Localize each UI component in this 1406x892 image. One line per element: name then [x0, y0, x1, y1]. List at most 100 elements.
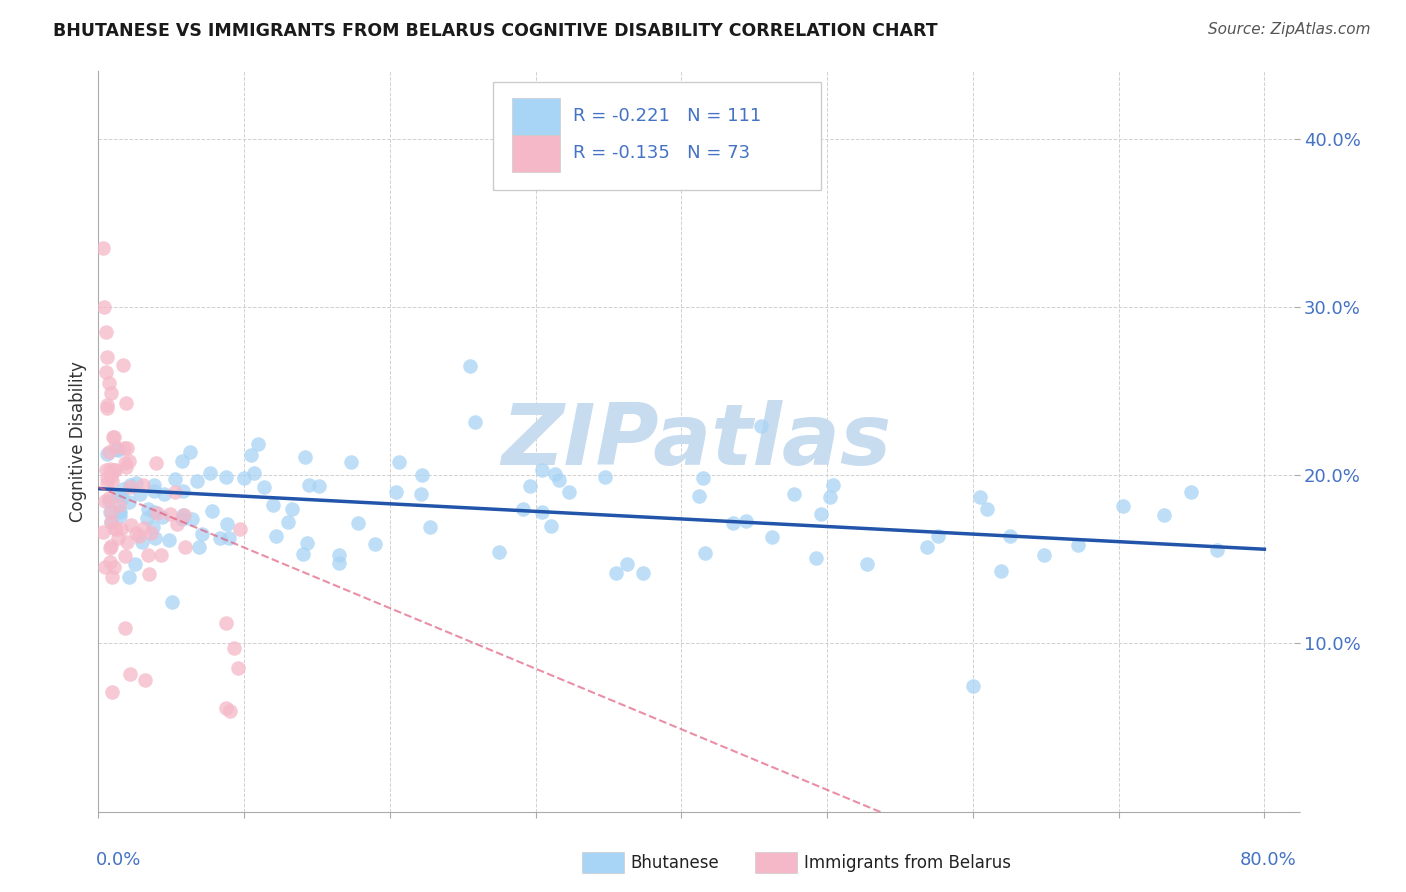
Point	[915, 540, 938, 554]
Point	[969, 491, 991, 505]
Point	[170, 454, 193, 468]
Point	[142, 483, 165, 498]
Point	[100, 468, 122, 483]
Y-axis label: Cognitive Disability: Cognitive Disability	[69, 361, 87, 522]
Point	[222, 641, 245, 656]
Point	[108, 504, 131, 518]
Point	[721, 516, 744, 530]
Point	[544, 467, 567, 481]
FancyBboxPatch shape	[494, 82, 821, 190]
Text: ZIPatlas: ZIPatlas	[501, 400, 891, 483]
Point	[215, 701, 238, 715]
Point	[998, 529, 1021, 543]
Point	[547, 474, 569, 488]
Point	[1111, 499, 1133, 513]
Point	[114, 549, 136, 564]
Point	[146, 506, 169, 520]
Point	[990, 564, 1012, 578]
Point	[115, 535, 138, 549]
Point	[246, 436, 269, 450]
Point	[340, 454, 363, 468]
Text: R = -0.135   N = 73: R = -0.135 N = 73	[572, 144, 749, 161]
Point	[186, 475, 208, 489]
Point	[91, 525, 114, 540]
Point	[114, 396, 136, 410]
Point	[96, 475, 118, 490]
Point	[118, 454, 141, 468]
Point	[98, 541, 121, 556]
Point	[1206, 543, 1229, 558]
Point	[134, 673, 156, 688]
Point	[173, 540, 195, 554]
Point	[1153, 508, 1175, 522]
Point	[118, 495, 141, 509]
Point	[94, 325, 117, 339]
Point	[557, 485, 579, 500]
Point	[198, 466, 221, 480]
Point	[806, 551, 828, 566]
Point	[810, 507, 832, 521]
Point	[927, 528, 949, 542]
Point	[107, 443, 129, 458]
Point	[328, 557, 350, 571]
Point	[281, 501, 304, 516]
Point	[145, 456, 167, 470]
Point	[180, 511, 202, 525]
Point	[419, 520, 441, 534]
Point	[530, 505, 553, 519]
Point	[115, 460, 138, 475]
Point	[129, 487, 152, 501]
Point	[165, 472, 187, 486]
Point	[239, 448, 262, 462]
Point	[173, 508, 195, 522]
Point	[98, 505, 121, 519]
Point	[112, 442, 135, 456]
Point	[411, 467, 433, 482]
Point	[94, 560, 117, 574]
Point	[110, 505, 132, 519]
Point	[143, 478, 166, 492]
Text: Immigrants from Belarus: Immigrants from Belarus	[804, 854, 1011, 871]
Point	[110, 508, 132, 523]
Point	[165, 484, 187, 499]
Point	[1032, 549, 1054, 563]
Point	[118, 569, 141, 583]
Point	[277, 515, 299, 529]
Point	[191, 527, 214, 541]
Point	[120, 478, 142, 492]
Point	[150, 548, 173, 562]
FancyBboxPatch shape	[512, 135, 560, 172]
Point	[783, 487, 806, 501]
Point	[328, 548, 350, 562]
Point	[97, 376, 120, 390]
Point	[308, 479, 330, 493]
Point	[347, 516, 370, 530]
Point	[688, 489, 710, 503]
Point	[136, 511, 159, 525]
Point	[114, 456, 136, 470]
Point	[100, 540, 122, 554]
Point	[1180, 485, 1202, 500]
Point	[101, 430, 124, 444]
Point	[152, 509, 174, 524]
Point	[385, 484, 408, 499]
Point	[519, 479, 541, 493]
Point	[388, 455, 411, 469]
Point	[100, 385, 122, 400]
Point	[409, 487, 432, 501]
Point	[98, 462, 121, 476]
Point	[100, 474, 122, 488]
Point	[262, 498, 284, 512]
Point	[540, 519, 562, 533]
Point	[107, 531, 129, 545]
Point	[172, 508, 194, 522]
Point	[298, 478, 321, 492]
Point	[104, 463, 127, 477]
Point	[605, 566, 627, 581]
Point	[215, 615, 238, 630]
Point	[96, 471, 118, 485]
Point	[96, 447, 118, 461]
Point	[215, 470, 238, 484]
Point	[131, 535, 153, 549]
Point	[749, 419, 772, 434]
